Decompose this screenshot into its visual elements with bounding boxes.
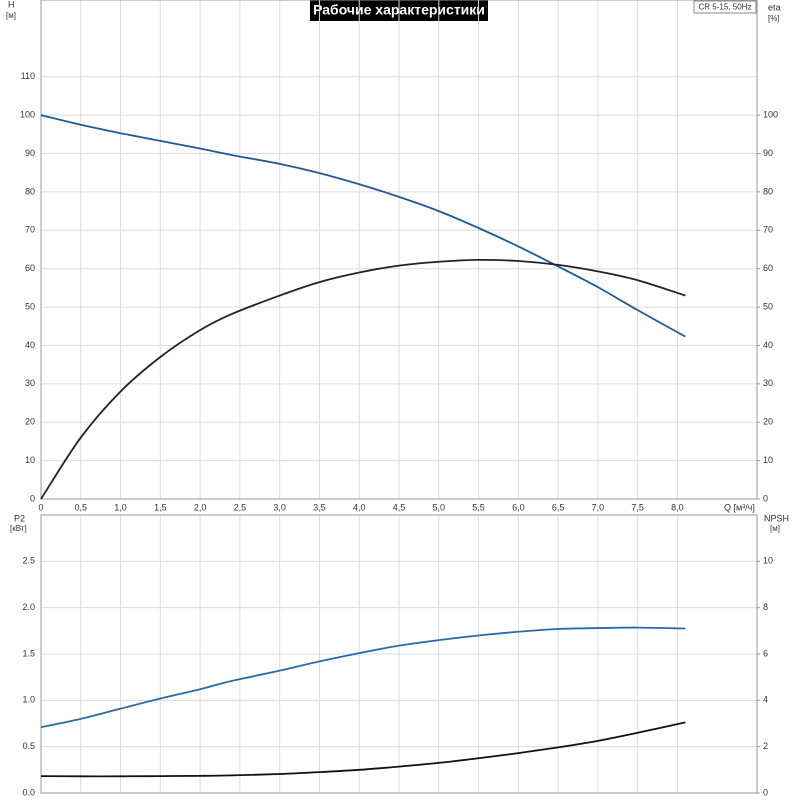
y-axis-unit: [кВт] — [10, 524, 27, 533]
x-tick-label: 6,5 — [552, 502, 565, 512]
x-tick-label: 3,5 — [313, 502, 326, 512]
x-tick-label: 7,0 — [592, 502, 605, 512]
y-tick-label: 10 — [25, 455, 35, 465]
y2-axis-unit: [%] — [768, 14, 780, 23]
y2-tick-label: 100 — [763, 110, 778, 120]
y2-tick-label: 8 — [763, 602, 768, 612]
y-tick-label: 90 — [25, 148, 35, 158]
x-tick-label: 4,0 — [353, 502, 366, 512]
y-axis-label: P2 — [14, 513, 25, 523]
y-tick-label: 100 — [20, 110, 35, 120]
x-tick-label: 0,5 — [75, 502, 88, 512]
y-tick-label: 0.0 — [22, 787, 35, 797]
x-tick-label: 8,0 — [671, 502, 684, 512]
y2-tick-label: 10 — [763, 455, 773, 465]
x-tick-label: 0 — [38, 502, 43, 512]
x-tick-label: 5,5 — [472, 502, 485, 512]
x-tick-label: 1,5 — [154, 502, 167, 512]
y2-axis-unit: [м] — [770, 524, 780, 533]
y-tick-label: 60 — [25, 263, 35, 273]
x-tick-label: 5,0 — [433, 502, 446, 512]
y-axis-unit: [м] — [6, 11, 16, 20]
x-tick-label: 4,5 — [393, 502, 406, 512]
y-tick-label: 1.5 — [22, 648, 35, 658]
y2-tick-label: 2 — [763, 741, 768, 751]
y2-tick-label: 90 — [763, 148, 773, 158]
y-tick-label: 110 — [21, 71, 35, 81]
y-tick-label: 1.0 — [22, 695, 35, 705]
annotation: CR 5-15, 50Hz — [699, 3, 752, 12]
y-tick-label: 50 — [25, 301, 35, 311]
annotation-box — [693, 0, 757, 14]
y2-tick-label: 6 — [763, 648, 768, 658]
y-tick-label: 0.5 — [22, 741, 35, 751]
y2-tick-label: 20 — [763, 417, 773, 427]
x-tick-label: 2,0 — [194, 502, 207, 512]
curve — [40, 114, 686, 338]
y-tick-label: 0 — [30, 493, 35, 503]
y2-tick-label: 40 — [763, 340, 773, 350]
y-tick-label: 40 — [25, 340, 35, 350]
y-tick-label: 2.5 — [22, 556, 35, 566]
x-tick-label: 3,0 — [273, 502, 286, 512]
y-tick-label: 30 — [25, 378, 35, 388]
x-tick-label: 1,0 — [114, 502, 127, 512]
y2-axis-label: eta — [768, 2, 781, 12]
y2-tick-label: 4 — [763, 695, 768, 705]
y-tick-label: 20 — [25, 417, 35, 427]
curve — [40, 258, 686, 500]
x-tick-label: 6,0 — [512, 502, 525, 512]
y2-tick-label: 60 — [763, 263, 773, 273]
x-tick-label: 2,5 — [234, 502, 247, 512]
y2-tick-label: 0 — [763, 787, 768, 797]
plot-frame — [40, 514, 758, 794]
x-axis-label: Q [м³/ч] — [724, 502, 755, 512]
y-axis-label: H — [8, 0, 15, 9]
y-tick-label: 2.0 — [22, 602, 35, 612]
curve — [40, 721, 686, 778]
y2-tick-label: 10 — [763, 556, 773, 566]
y-tick-label: 80 — [25, 186, 35, 196]
curve — [40, 626, 686, 729]
y-tick-label: 70 — [25, 225, 35, 235]
plot-frame — [40, 0, 758, 500]
y2-axis-label: NPSH — [764, 513, 789, 523]
x-tick-label: 7,5 — [631, 502, 644, 512]
y2-tick-label: 80 — [763, 186, 773, 196]
y2-tick-label: 30 — [763, 378, 773, 388]
y2-tick-label: 50 — [763, 301, 773, 311]
y2-tick-label: 70 — [763, 225, 773, 235]
y2-tick-label: 0 — [763, 493, 768, 503]
